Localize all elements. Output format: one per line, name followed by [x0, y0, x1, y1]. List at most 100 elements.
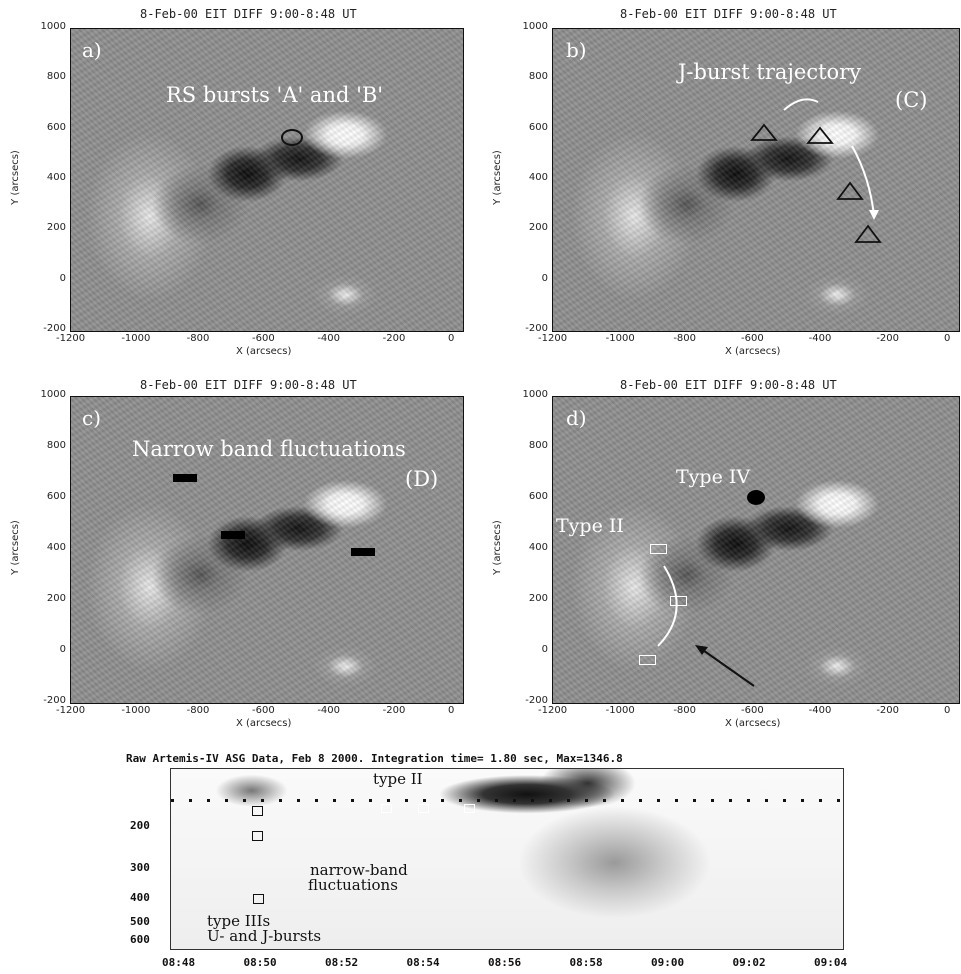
burst-marker	[464, 804, 475, 813]
x-tick-label: -800	[673, 333, 697, 344]
x-tick-label: -200	[876, 705, 900, 716]
x-axis-label: X (arcsecs)	[725, 718, 781, 729]
burst-marker	[381, 804, 392, 813]
spec-y-tick-label: 200	[130, 819, 150, 832]
type-ii-marker	[639, 655, 656, 665]
x-tick-label: -1000	[605, 333, 635, 344]
y-tick-label: 400	[528, 172, 548, 183]
y-tick-label: -200	[43, 323, 66, 334]
panel-label: c)	[82, 406, 102, 430]
panel-title: 8-Feb-00 EIT DIFF 9:00-8:48 UT	[140, 7, 357, 21]
type-ii-marker	[650, 544, 667, 554]
triangle-marker	[806, 126, 834, 144]
burst-marker	[418, 804, 429, 813]
y-tick-label: 0	[541, 644, 548, 655]
y-tick-label: 0	[541, 272, 548, 284]
x-tick-label: -400	[808, 705, 832, 716]
j-burst-overlay	[750, 98, 882, 243]
burst-marker	[253, 894, 264, 904]
x-tick-label: -200	[382, 333, 406, 344]
x-tick-label: -600	[252, 705, 275, 716]
spec-x-tick-label: 08:50	[243, 956, 277, 969]
x-tick-label: 0	[448, 333, 455, 344]
triangle-marker	[750, 123, 778, 141]
x-tick-label: -200	[876, 333, 900, 344]
spec-y-tick-label: 600	[130, 933, 150, 946]
y-tick-label: 800	[46, 440, 66, 451]
y-tick-label: 1000	[522, 389, 548, 400]
triangle-marker	[836, 181, 864, 200]
y-tick-label: 600	[528, 491, 548, 502]
y-tick-label: -200	[525, 323, 548, 334]
y-tick-label: 1000	[40, 389, 66, 400]
y-tick-label: 600	[46, 121, 66, 133]
spec-x-tick-label: 08:56	[488, 956, 522, 969]
burst-marker	[252, 831, 263, 841]
x-tick-label: 0	[448, 705, 455, 716]
y-tick-label: 400	[46, 542, 66, 553]
y-tick-label: 200	[528, 222, 548, 234]
x-axis-label: X (arcsecs)	[725, 346, 781, 357]
y-axis-label: Y (arcsecs)	[491, 520, 503, 575]
annotation-type-iv: Type IV	[676, 466, 751, 488]
x-tick-label: 0	[944, 705, 951, 716]
annotation-rs-bursts: RS bursts 'A' and 'B'	[166, 83, 384, 107]
spec-x-tick-label: 09:00	[651, 956, 685, 969]
spectrogram-dotted-band	[171, 799, 843, 802]
spec-x-tick-label: 08:54	[406, 956, 440, 969]
annotation-narrow-band: Narrow band fluctuations	[132, 437, 406, 461]
arrowhead	[695, 645, 708, 655]
trajectory-arrow	[783, 98, 819, 111]
x-tick-label: -1200	[538, 705, 568, 716]
rs-burst-marker	[281, 129, 303, 146]
panel-title: 8-Feb-00 EIT DIFF 9:00-8:48 UT	[140, 378, 357, 392]
x-tick-label: -800	[186, 333, 210, 344]
spectrogram-image	[170, 768, 844, 950]
y-tick-label: 400	[528, 542, 548, 553]
y-tick-label: 400	[46, 172, 66, 183]
annotation-type-ii: Type II	[556, 515, 624, 537]
panel-label: d)	[566, 406, 587, 430]
type-ii-marker	[670, 596, 687, 606]
x-tick-label: -600	[741, 705, 764, 716]
label-type-ii: type II	[373, 770, 423, 788]
x-tick-label: -200	[382, 705, 406, 716]
y-tick-label: 200	[46, 593, 66, 604]
y-tick-label: 800	[528, 440, 548, 451]
x-tick-label: 0	[944, 333, 951, 344]
spec-x-tick-label: 08:48	[162, 956, 196, 969]
x-tick-label: -1200	[56, 333, 86, 344]
eit-image	[70, 396, 464, 704]
x-axis-label: X (arcsecs)	[236, 346, 292, 357]
panel-title: 8-Feb-00 EIT DIFF 9:00-8:48 UT	[620, 378, 837, 392]
fluctuation-marker	[173, 474, 197, 482]
y-tick-label: 800	[528, 71, 548, 83]
x-tick-label: -600	[741, 333, 764, 344]
x-tick-label: -1000	[121, 333, 151, 344]
spec-x-tick-label: 08:58	[569, 956, 603, 969]
annotation-d: (D)	[405, 467, 439, 491]
arrowhead	[869, 210, 879, 220]
x-tick-label: -1200	[56, 705, 86, 716]
y-tick-label: 1000	[40, 21, 66, 32]
y-tick-label: 0	[59, 644, 66, 655]
x-axis-label: X (arcsecs)	[236, 718, 292, 729]
y-axis-label: Y (arcsecs)	[9, 520, 21, 575]
y-tick-label: 600	[46, 491, 66, 502]
triangle-marker	[854, 224, 882, 243]
spec-y-tick-label: 300	[130, 861, 150, 874]
panel-label: a)	[82, 38, 102, 62]
label-narrow-band: narrow-band	[310, 861, 408, 879]
x-tick-label: -400	[317, 333, 341, 344]
y-axis-label: Y (arcsecs)	[491, 150, 503, 205]
x-tick-label: -400	[317, 705, 341, 716]
panel-label: b)	[566, 38, 587, 62]
spec-x-tick-label: 09:02	[732, 956, 766, 969]
fluctuation-marker	[221, 531, 245, 539]
shock-arc	[657, 565, 678, 647]
type-iv-marker	[747, 490, 765, 505]
y-tick-label: 200	[528, 593, 548, 604]
annotation-c: (C)	[895, 88, 928, 112]
x-tick-label: -600	[252, 333, 275, 344]
x-tick-label: -800	[673, 705, 697, 716]
